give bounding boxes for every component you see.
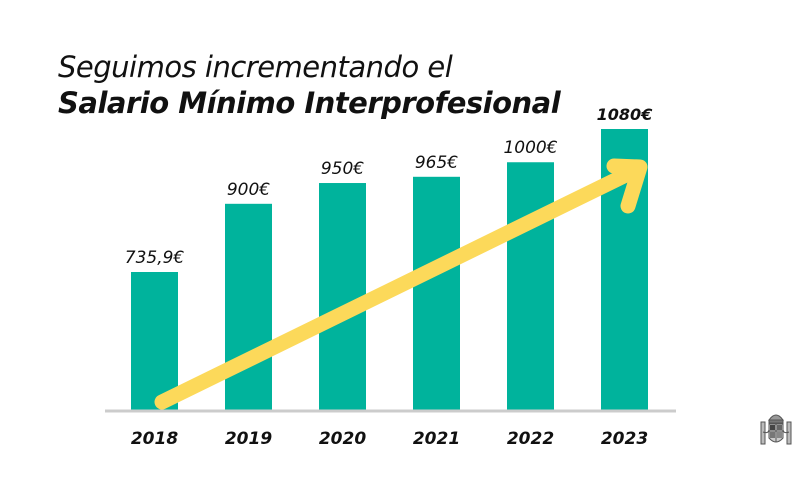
bar-2022 [507, 162, 554, 410]
value-label-2021: 965€ [415, 153, 458, 173]
value-label-2019: 900€ [227, 180, 270, 200]
value-label-2023: 1080€ [597, 105, 653, 124]
bar-2018 [131, 272, 178, 410]
x-tick-label-2022: 2022 [507, 429, 554, 449]
trend-arrow-shaft [154, 162, 644, 410]
trend-arrow [154, 158, 648, 410]
trend-arrow-head [606, 158, 648, 214]
title-line-2: Salario Mínimo Interprofesional [58, 86, 561, 120]
coat-of-arms-logo [760, 414, 792, 445]
bar-2020 [319, 183, 366, 410]
value-label-2018: 735,9€ [125, 248, 185, 268]
x-tick-label-2019: 2019 [225, 429, 272, 449]
bar-2021 [413, 176, 460, 410]
x-tick-label-2018: 2018 [131, 429, 178, 449]
x-tick-label-2023: 2023 [601, 429, 648, 449]
title-line-1: Seguimos incrementando el [58, 50, 453, 84]
value-label-2022: 1000€ [503, 138, 557, 158]
value-label-2020: 950€ [321, 159, 364, 179]
x-tick-label-2020: 2020 [319, 429, 366, 449]
bar-2019 [225, 203, 272, 410]
x-tick-label-2021: 2021 [413, 429, 460, 449]
